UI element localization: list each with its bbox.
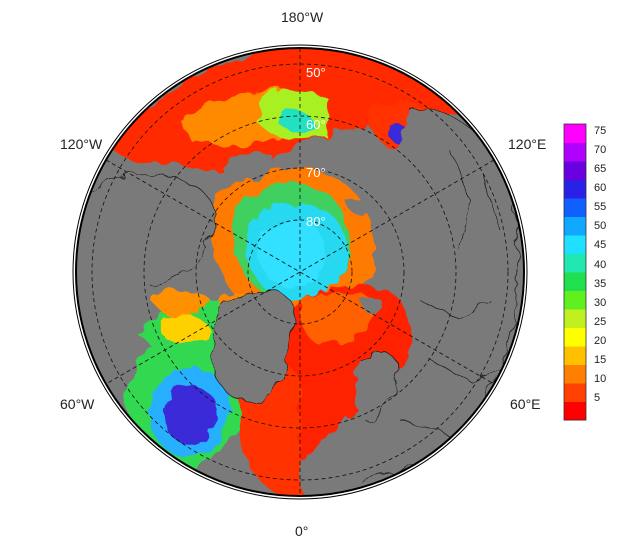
labrador-purple [163, 386, 219, 444]
colorbar-tick-label: 10 [594, 373, 607, 385]
lon-label-180w: 180°W [281, 9, 324, 25]
bering-cyan [280, 108, 315, 133]
colorbar-segment [564, 161, 586, 180]
barents-orange [299, 291, 380, 345]
colorbar-tick-label: 20 [594, 334, 607, 347]
lat-50-circle [91, 63, 509, 481]
colorbar-segment [564, 346, 586, 365]
lon-label-0: 0° [295, 523, 309, 539]
colorbar-tick-label: 30 [594, 296, 607, 309]
alaska [220, 154, 275, 184]
lat-80-circle [247, 219, 353, 325]
novaya-zemlya [360, 296, 385, 315]
lat-label-80: 80° [306, 214, 326, 229]
colorbar [563, 123, 587, 421]
map-border [75, 47, 525, 497]
meridian-120e-60w [105, 159, 495, 385]
colorbar-segment [564, 290, 586, 310]
scandinavia [354, 351, 400, 420]
colorbar-tick-label: 50 [594, 220, 607, 233]
north-america [77, 173, 216, 340]
greenland [211, 290, 294, 403]
colorbar-tick-label: 40 [594, 258, 607, 271]
lat-label-60: 60° [306, 117, 326, 132]
colorbar-tick-label: 25 [594, 315, 607, 328]
colorbar-tick-label: 65 [594, 163, 607, 175]
lat-70-circle [195, 167, 405, 377]
colorbar-tick-label: 45 [594, 239, 607, 252]
colorbar-tick-label: 35 [594, 277, 607, 290]
colorbar-segment [564, 198, 586, 217]
lat-label-70: 70° [306, 165, 326, 180]
colorbar-segment [564, 179, 586, 199]
colorbar-tick-label: 55 [594, 201, 607, 214]
lon-label-60e: 60°E [510, 396, 541, 412]
new-siberia [345, 198, 371, 215]
colorbar-segment [564, 216, 586, 236]
colorbar-segment [564, 235, 586, 254]
central-arctic-core [259, 220, 327, 287]
lon-label-120e: 120°E [508, 136, 547, 152]
colorbar-segment [564, 309, 586, 328]
colorbar-segment [564, 401, 586, 421]
colorbar-tick-label: 60 [594, 182, 607, 195]
colorbar-segment [564, 383, 586, 402]
graticule [91, 48, 509, 496]
lon-label-60w: 60°W [60, 396, 95, 412]
colorbar-tick-label: 70 [594, 143, 607, 156]
colorbar-segment [564, 327, 586, 347]
lat-60-circle [143, 115, 457, 429]
hudson-orange [150, 288, 210, 317]
canada-east [95, 333, 150, 400]
eurasia [360, 108, 518, 480]
colorbar-segment [564, 124, 586, 143]
lat-label-50: 50° [306, 65, 326, 80]
colorbar-segment [564, 272, 586, 291]
colorbar-tick-label: 5 [594, 392, 601, 405]
lon-label-120w: 120°W [60, 136, 103, 152]
land-layer [77, 108, 518, 480]
colorbar-segment [564, 364, 586, 384]
map-disc [76, 48, 524, 496]
colorbar-tick-label: 15 [594, 353, 607, 366]
colorbar-tick-label: 75 [594, 124, 607, 137]
colorbar-frame [563, 123, 587, 421]
colorbar-segment [564, 142, 586, 162]
hudson-yellow [160, 314, 210, 343]
map-border-outer [72, 44, 528, 500]
colorbar-segment [564, 253, 586, 273]
